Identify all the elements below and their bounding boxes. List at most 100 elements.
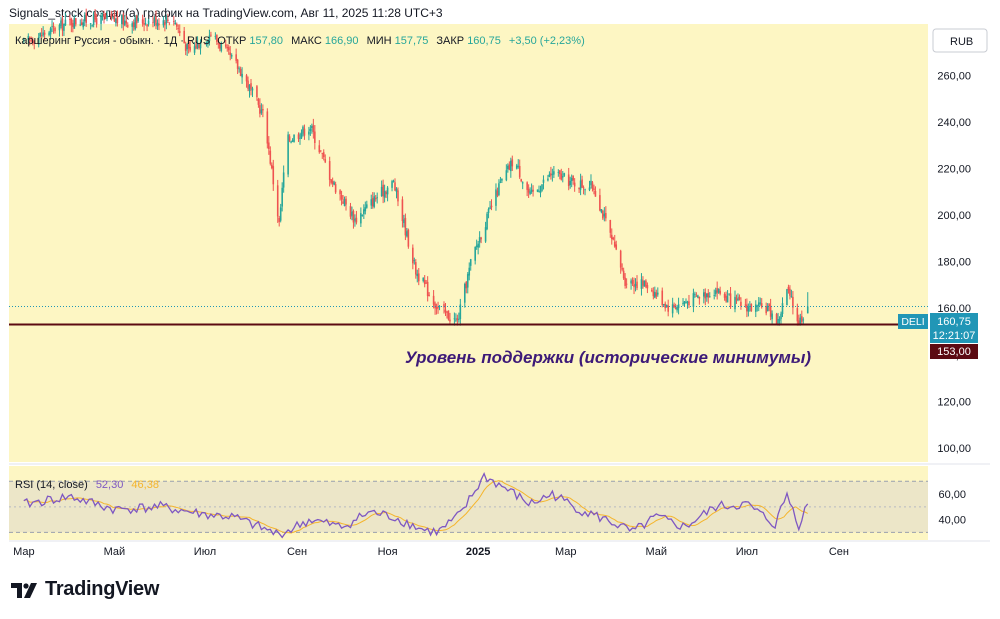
candle-body (403, 219, 405, 224)
candle-body (515, 165, 518, 169)
candle-body (172, 21, 175, 22)
candle-body (82, 22, 85, 28)
candle-body (760, 303, 763, 308)
candle-body (345, 198, 347, 205)
candle-body (630, 280, 632, 284)
candle-body (236, 59, 239, 69)
candle-body (113, 14, 116, 22)
candle-body (747, 306, 750, 312)
candle-body (426, 281, 429, 297)
candle-body (144, 22, 147, 24)
price-tick-label: 200,00 (937, 210, 971, 222)
candle-body (241, 73, 243, 78)
candle-body (738, 296, 741, 300)
candle-body (239, 68, 242, 76)
price-tick-label: 160,00 (937, 303, 971, 315)
support-price-tag: 153,00 (930, 344, 978, 359)
candle-body (380, 186, 383, 197)
candle-body (756, 305, 759, 307)
time-tick-label: Май (646, 546, 668, 558)
candle-body (501, 178, 503, 181)
candle-body (178, 31, 181, 34)
time-tick-label: Сен (829, 546, 849, 558)
candle-body (667, 305, 669, 312)
price-axis[interactable]: 100,00120,00140,00160,00180,00200,00220,… (937, 70, 971, 455)
candle-body (746, 304, 748, 312)
candle-body (60, 20, 62, 26)
candle-body (579, 180, 582, 190)
candle-body (279, 207, 282, 221)
time-axis[interactable]: Мар Май Июл Сен Ноя 2025 Мар Май Июл Сен (13, 546, 849, 558)
candle-body (158, 23, 160, 26)
tradingview-brand: TradingView (11, 578, 159, 601)
candle-body (548, 174, 551, 177)
candle-body (183, 30, 185, 44)
candle-body (578, 187, 580, 190)
candle-body (75, 18, 77, 25)
candle-body (766, 306, 769, 312)
candle-body (83, 15, 86, 22)
candle-body (31, 39, 34, 44)
candle-body (798, 320, 800, 326)
candle-body (790, 296, 793, 298)
candle-body (435, 306, 438, 310)
candle-body (447, 310, 450, 320)
candle-body (250, 83, 252, 89)
currency-button[interactable] (932, 28, 988, 53)
candle-body (603, 213, 606, 217)
candle-body (392, 180, 395, 182)
candle-body (541, 184, 543, 191)
candle-body (354, 218, 356, 221)
candle-body (754, 304, 757, 312)
candle-body (342, 201, 344, 204)
candle-body (682, 303, 684, 305)
candle-body (769, 305, 772, 317)
candle-body (58, 24, 61, 31)
candle-body (652, 291, 655, 297)
candle-body (371, 198, 374, 207)
brand-name: TradingView (45, 578, 160, 600)
candle-body (645, 280, 647, 287)
candle-body (300, 133, 303, 139)
price-tick-label: 260,00 (937, 70, 971, 82)
candle-body (697, 295, 699, 298)
candle-body (281, 187, 283, 207)
candle-body (530, 189, 533, 192)
candle-body (79, 24, 82, 26)
candle-body (714, 290, 717, 294)
ticker-label: DELI (901, 316, 924, 328)
candle-body (416, 273, 419, 277)
price-pane[interactable] (9, 24, 928, 462)
candle-body (54, 27, 56, 32)
candle-body (567, 174, 570, 187)
candle-body (92, 14, 95, 26)
rsi-title: RSI (14, close) (15, 479, 88, 491)
candle-body (330, 179, 332, 183)
candle-body (750, 304, 753, 312)
open-value: 157,80 (249, 35, 283, 47)
candle-body (155, 16, 157, 26)
candle-body (683, 301, 686, 304)
candle-body (802, 319, 805, 321)
price-tick-label: 100,00 (937, 443, 971, 455)
rsi-ma-value: 46,38 (131, 479, 159, 491)
candle-body (456, 318, 459, 321)
candle-body (557, 172, 560, 173)
candle-body (143, 23, 145, 25)
candle-body (759, 302, 762, 304)
candle-body (208, 35, 211, 42)
candle-body (651, 289, 653, 292)
rsi-line (23, 471, 809, 539)
candle-body (542, 179, 545, 183)
low-value: 157,75 (395, 35, 429, 47)
candle-body (376, 197, 378, 199)
candle-body (290, 141, 292, 143)
candle-body (499, 181, 502, 183)
candle-body (729, 293, 732, 307)
candle-body (455, 319, 457, 321)
candle-body (366, 204, 368, 208)
candle-body (63, 23, 65, 31)
instrument-legend[interactable]: Каршеринг Руссия - обыкн. · 1Д · RUS ОТК… (15, 35, 585, 47)
candle-body (339, 190, 341, 195)
